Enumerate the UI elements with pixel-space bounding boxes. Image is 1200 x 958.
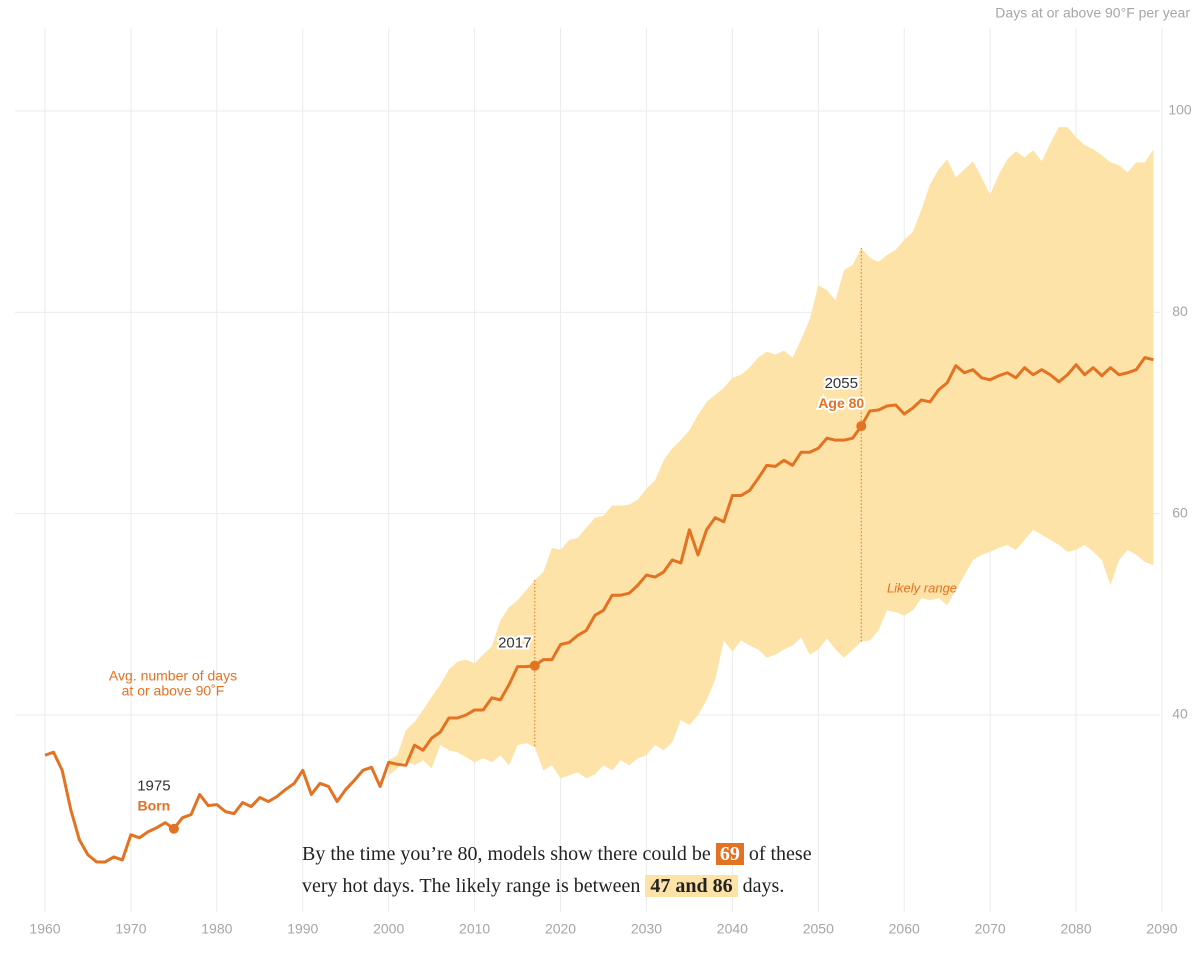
y-tick-label: 60 <box>1172 504 1188 520</box>
x-tick-label: 2080 <box>1060 921 1091 937</box>
x-tick-label: 1970 <box>115 921 146 937</box>
marker-note: Born <box>138 797 171 813</box>
y-tick-label: 100 <box>1168 102 1192 118</box>
caption-text: of these <box>748 843 812 865</box>
marker-dot <box>168 823 179 834</box>
x-tick-label: 2070 <box>975 921 1006 937</box>
x-tick-label: 1960 <box>29 921 60 937</box>
caption-text: By the time you’re 80, models show there… <box>302 843 711 865</box>
caption-text: very hot days. The likely range is betwe… <box>302 875 641 897</box>
x-tick-label: 2000 <box>373 921 404 937</box>
y-tick-label: 80 <box>1172 303 1188 319</box>
caption-text: days. <box>742 875 785 897</box>
marker-dot <box>529 660 540 671</box>
caption-range: 47 and 86 <box>645 875 738 897</box>
x-tick-label: 1980 <box>201 921 232 937</box>
y-tick-label: 40 <box>1172 706 1188 722</box>
x-tick-label: 2030 <box>631 921 662 937</box>
range-label: Likely range <box>887 580 957 595</box>
series-label: at or above 90˚F <box>122 683 225 699</box>
marker-dot <box>856 421 867 432</box>
x-tick-label: 2020 <box>545 921 576 937</box>
x-tick-label: 2010 <box>459 921 490 937</box>
x-tick-label: 2040 <box>717 921 748 937</box>
x-tick-label: 1990 <box>287 921 318 937</box>
range-band <box>388 127 1154 779</box>
line <box>44 356 1154 864</box>
caption-median: 69 <box>715 843 744 865</box>
x-tick-label: 2050 <box>803 921 834 937</box>
caption: By the time you’re 80, models show there… <box>302 838 812 902</box>
x-tick-label: 2090 <box>1146 921 1177 937</box>
x-tick-label: 2060 <box>889 921 920 937</box>
series-label: Avg. number of days <box>109 668 237 684</box>
marker-note: Age 80 <box>818 395 864 411</box>
marker-year: 2055 <box>825 375 858 392</box>
marker-year: 1975 <box>137 778 170 795</box>
axis-label: Days at or above 90°F per year <box>995 5 1190 21</box>
marker-year: 2017 <box>498 635 531 652</box>
